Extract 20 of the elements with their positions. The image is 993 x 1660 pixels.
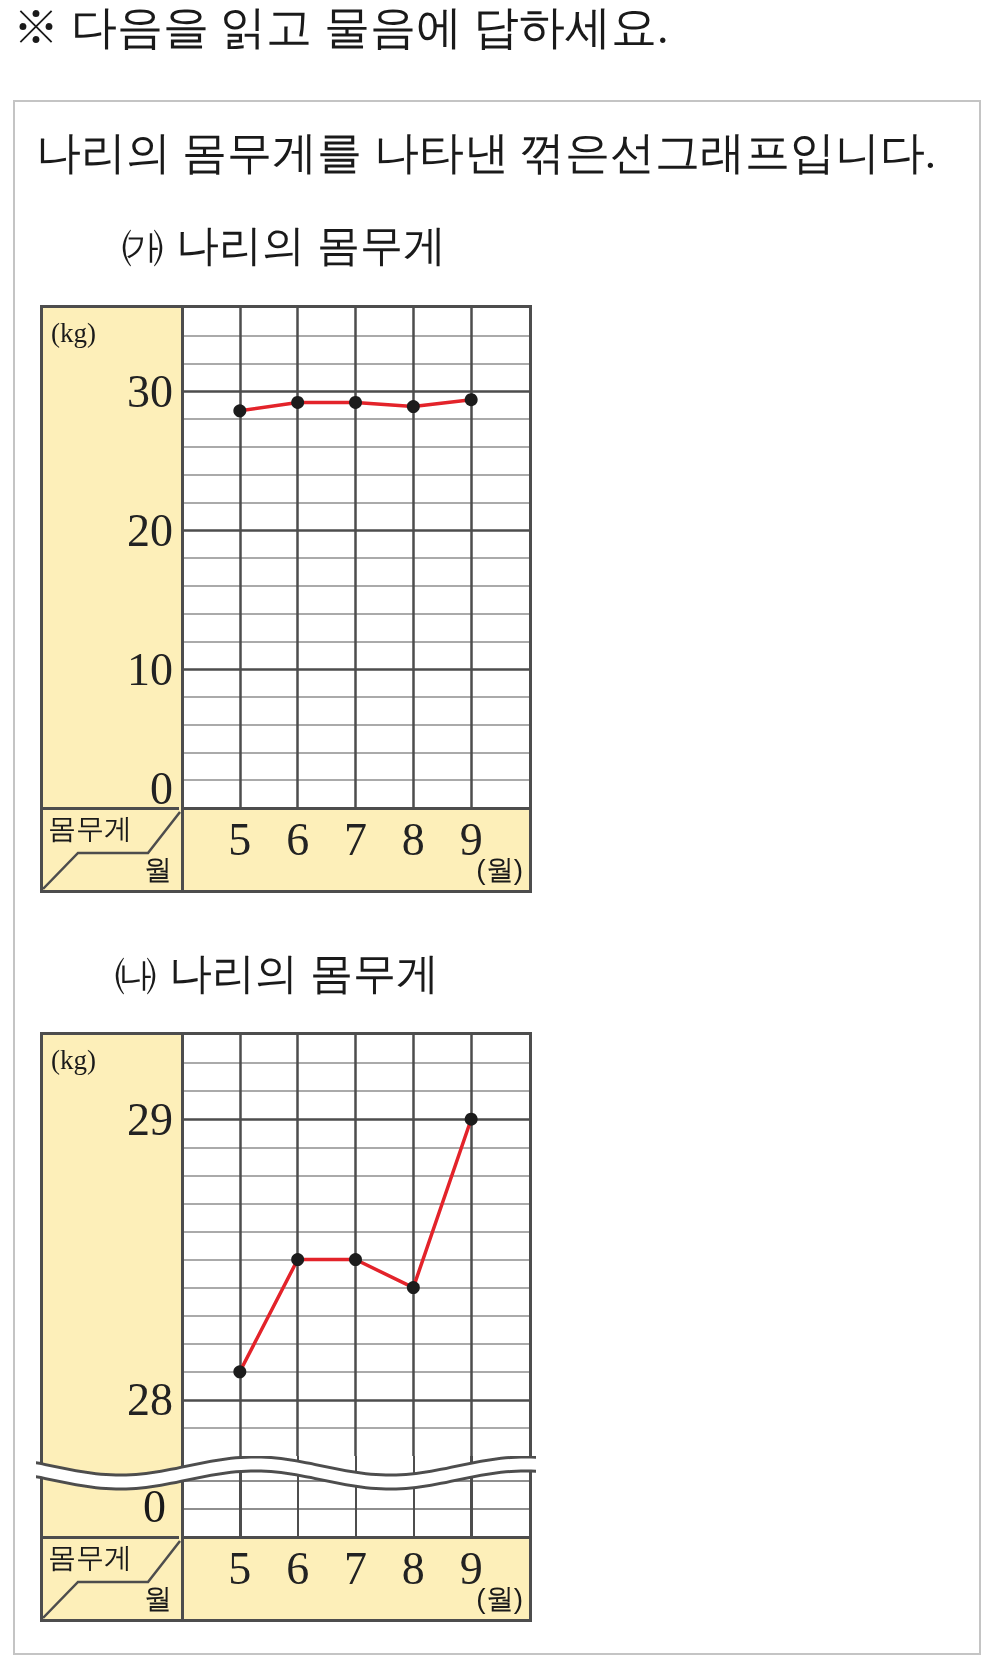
chart-title: ㈏ 나리의 몸무게 xyxy=(114,949,439,999)
x-tick-label: 8 xyxy=(401,813,425,865)
x-tick-label: 6 xyxy=(286,813,310,865)
y-tick-label: 20 xyxy=(127,504,173,556)
y-axis-title: (kg) xyxy=(51,318,96,350)
y-tick-label: 28 xyxy=(127,1374,173,1426)
y-tick-label: 29 xyxy=(127,1093,173,1145)
y-axis-title: (kg) xyxy=(51,1045,96,1077)
chart-title: ㈎ 나리의 몸무게 xyxy=(121,221,446,271)
x-tick-label: 7 xyxy=(344,1542,367,1594)
y-tick-label: 10 xyxy=(127,643,173,695)
text: ※ 다음을 읽고 물음에 답하세요. xyxy=(13,2,669,55)
x-tick-label: 5 xyxy=(228,813,252,865)
x-tick-label: 5 xyxy=(228,1542,252,1594)
x-tick-label: 6 xyxy=(286,1542,310,1594)
y-tick-label: 30 xyxy=(127,365,173,417)
y-tick-label: 0 xyxy=(150,762,173,814)
text: 나리의 몸무게를 나타낸 꺾은선그래프입니다. xyxy=(36,128,936,180)
x-tick-label: 8 xyxy=(401,1542,425,1594)
x-tick-label: 7 xyxy=(344,813,367,865)
